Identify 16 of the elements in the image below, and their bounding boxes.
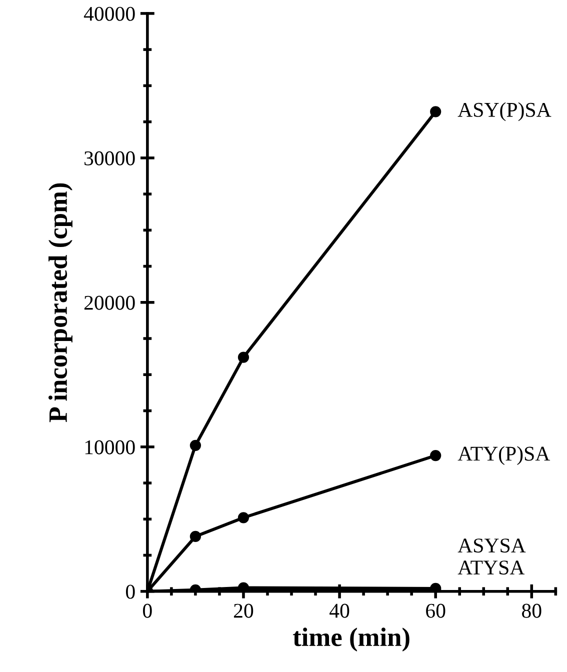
x-tick-label: 0 [143,604,152,618]
series-label: ASY(P)SA [458,102,552,122]
y-tick-label: 20000 [84,296,135,310]
y-tick-label: 30000 [84,151,135,166]
series-label: ASYSA [458,538,526,553]
y-axis-title: P incorporated (cpm) [48,183,72,422]
y-tick-label: 40000 [84,6,135,21]
y-tick-label: 10000 [85,440,135,454]
series-label: ATYSA [458,560,525,575]
series-label: ATY(P)SA [458,446,550,465]
x-tick-label: 20 [234,604,254,618]
x-axis-title: time (min) [292,628,410,652]
x-tick-label: 40 [330,604,350,618]
x-tick-label: 80 [522,604,542,618]
x-tick-label: 60 [426,604,446,618]
y-tick-label: 0 [126,584,135,599]
